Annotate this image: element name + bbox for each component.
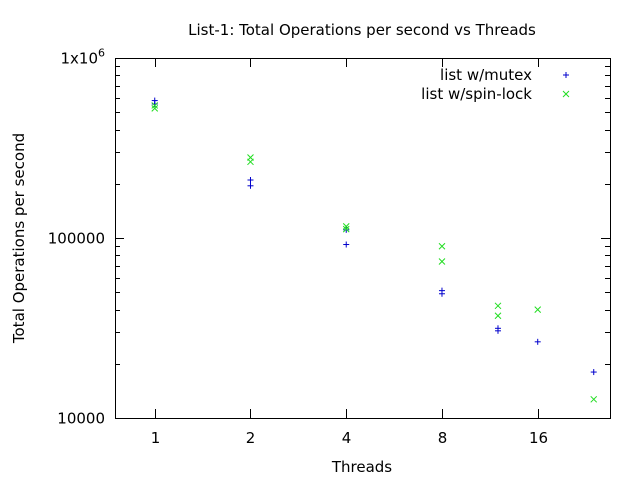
mutex-point [494, 327, 501, 334]
spinlock-point [151, 105, 159, 112]
mutex-point [343, 241, 350, 248]
spinlock-point [342, 225, 350, 233]
legend-marker [563, 72, 569, 78]
plot-frame [115, 58, 611, 419]
data-points [151, 97, 598, 403]
x-axis-ticks: 1 2 4 8 16 [151, 58, 548, 447]
spinlock-point [494, 312, 502, 320]
spinlock-point [342, 223, 350, 230]
x-tick-label: 4 [342, 429, 352, 447]
x-tick-label: 1 [151, 429, 161, 447]
x-tick-label: 8 [438, 429, 448, 447]
y-tick-label: 100000 [48, 230, 105, 248]
spinlock-point [590, 395, 598, 403]
mutex-point [534, 338, 541, 345]
spinlock-point [151, 102, 159, 109]
mutex-point [247, 177, 254, 184]
x-tick-label: 2 [246, 429, 256, 447]
spinlock-point [247, 158, 254, 166]
chart-title: List-1: Total Operations per second vs T… [188, 21, 536, 39]
y-axis-ticks: 10000 100000 1x106 [48, 47, 610, 428]
y-tick-label-exponent: 6 [98, 47, 105, 60]
y-tick-label: 10000 [57, 410, 105, 428]
legend-marker [562, 90, 570, 98]
spinlock-point [438, 258, 446, 265]
legend-label: list w/mutex [440, 66, 532, 84]
mutex-point [590, 369, 597, 376]
x-tick-label: 16 [529, 429, 548, 447]
mutex-point [438, 290, 445, 297]
spinlock-point [494, 302, 502, 310]
x-axis-label: Threads [331, 458, 392, 476]
y-axis-label: Total Operations per second [10, 133, 28, 344]
spinlock-point [438, 242, 446, 250]
spinlock-point [534, 306, 542, 313]
mutex-point [247, 182, 254, 189]
legend-label: list w/spin-lock [421, 85, 532, 103]
y-tick-label: 1x106 [60, 47, 105, 68]
